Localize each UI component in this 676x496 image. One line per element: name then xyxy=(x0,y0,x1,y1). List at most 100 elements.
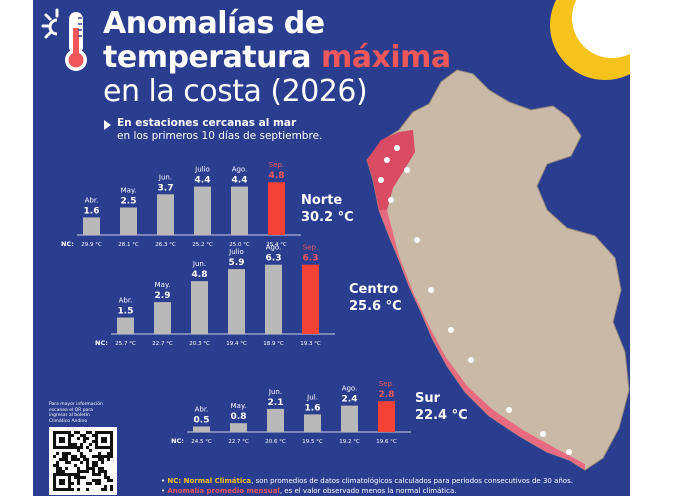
footnote-anomaly-text: , es el valor observado menos la normal … xyxy=(279,487,457,495)
infographic-panel: Anomalías de temperatura máxima en la co… xyxy=(33,0,630,496)
bar-norte-3 xyxy=(194,186,211,235)
title-word-temperatura: temperatura xyxy=(103,40,312,75)
bar-sur-0 xyxy=(193,426,210,432)
nc-value: 25.0 °C xyxy=(229,242,250,248)
value-label: 2.9 xyxy=(155,291,171,301)
bar-norte-1 xyxy=(120,207,137,235)
subtitle-bold: En estaciones cercanas al mar xyxy=(117,117,297,129)
value-label: 6.3 xyxy=(266,254,282,264)
nc-value: 25.4 °C xyxy=(266,242,287,248)
title-line-2: temperatura máxima xyxy=(103,42,451,74)
nc-value: 26.3 °C xyxy=(155,242,176,248)
nc-value: 19.2 °C xyxy=(339,439,360,445)
bar-sur-1 xyxy=(230,423,247,432)
category-label: Ago. xyxy=(342,385,358,393)
value-label: 2.4 xyxy=(342,395,358,405)
value-label: 1.6 xyxy=(84,206,100,216)
bar-norte-2 xyxy=(157,194,174,235)
category-label: Jun. xyxy=(158,173,172,181)
footnote: • NC: Normal Climática, son promedios de… xyxy=(161,477,573,495)
category-label: Ago. xyxy=(266,244,282,252)
value-label: 4.8 xyxy=(192,270,208,280)
category-label: Abr. xyxy=(195,406,209,414)
bar-sur-2 xyxy=(267,408,284,432)
value-label: 4.8 xyxy=(269,171,285,181)
value-label: 6.3 xyxy=(303,254,319,264)
category-label: Abr. xyxy=(85,196,99,204)
category-label: Julio xyxy=(228,248,244,256)
bar-sur-5 xyxy=(378,401,395,432)
nc-value: 20.3 °C xyxy=(189,341,210,347)
nc-value: 19.4 °C xyxy=(226,341,247,347)
category-label: Jul. xyxy=(306,393,318,401)
bar-centro-4 xyxy=(265,264,282,334)
category-label: Abr. xyxy=(119,297,133,305)
footnote-anomaly-term: Anomalía promedio mensual xyxy=(167,487,280,495)
title-line-3: en la costa (2026) xyxy=(103,74,368,109)
nc-value: 22.7 °C xyxy=(228,439,249,445)
region-name-centro: Centro xyxy=(349,282,399,297)
category-label: Sep. xyxy=(379,380,394,388)
value-label: 3.7 xyxy=(158,183,174,193)
bar-norte-5 xyxy=(268,182,285,235)
nc-value: 20.6 °C xyxy=(265,439,286,445)
bar-centro-3 xyxy=(228,269,245,334)
title-line-1: Anomalías de xyxy=(103,6,325,41)
peru-coast-north xyxy=(367,130,415,210)
bar-centro-1 xyxy=(154,302,171,334)
bar-sur-4 xyxy=(341,405,358,432)
region-name-sur: Sur xyxy=(415,391,441,406)
category-label: May. xyxy=(155,281,171,289)
nc-value: 25.2 °C xyxy=(192,242,213,248)
nc-label: NC: xyxy=(61,240,74,248)
category-label: May. xyxy=(231,402,247,410)
bar-centro-0 xyxy=(117,317,134,334)
nc-value: 22.7 °C xyxy=(152,341,173,347)
value-label: 2.1 xyxy=(268,398,284,408)
value-label: 1.6 xyxy=(305,403,321,413)
region-temp-centro: 25.6 °C xyxy=(349,299,402,314)
category-label: Jun. xyxy=(268,388,282,396)
nc-value: 28.1 °C xyxy=(118,242,139,248)
category-label: Sep. xyxy=(303,244,318,252)
value-label: 4.4 xyxy=(232,176,248,186)
peru-map xyxy=(366,69,630,471)
category-label: Julio xyxy=(194,166,210,174)
peru-land xyxy=(366,69,630,471)
category-label: Sep. xyxy=(269,161,284,169)
nc-label: NC: xyxy=(171,437,184,445)
nc-label: NC: xyxy=(95,339,108,347)
value-label: 0.8 xyxy=(231,412,247,422)
value-label: 2.5 xyxy=(121,197,137,207)
category-label: Jun. xyxy=(192,260,206,268)
nc-value: 25.7 °C xyxy=(115,341,136,347)
title-word-maxima: máxima xyxy=(321,40,451,75)
value-label: 2.8 xyxy=(379,390,395,400)
footnote-nc-text: , son promedios de datos climatológicos … xyxy=(251,477,573,485)
footnote-nc-term: NC: Normal Climática xyxy=(167,477,252,485)
charts-layer: NC: 1.6 Abr. 29.9 °C 2.5 May. 28.1 °C 3.7 Jun. 26… xyxy=(61,161,411,445)
nc-value: 19.5 °C xyxy=(302,439,323,445)
value-label: 4.4 xyxy=(195,176,211,186)
qr-code[interactable] xyxy=(49,427,117,495)
nc-value: 19.3 °C xyxy=(300,341,321,347)
nc-value: 19.6 °C xyxy=(376,439,397,445)
qr-note: Para mayor información escanea el QR par… xyxy=(49,402,103,424)
bar-centro-2 xyxy=(191,281,208,334)
category-label: Ago. xyxy=(232,166,248,174)
region-name-norte: Norte xyxy=(301,193,343,208)
value-label: 5.9 xyxy=(229,258,245,268)
arrow-icon xyxy=(104,120,111,130)
region-temp-norte: 30.2 °C xyxy=(301,210,354,225)
region-temp-sur: 22.4 °C xyxy=(415,408,468,423)
nc-value: 29.9 °C xyxy=(81,242,102,248)
category-label: May. xyxy=(121,187,137,195)
subtitle: En estaciones cercanas al mar en los pri… xyxy=(117,117,322,143)
value-label: 1.5 xyxy=(118,307,134,317)
bar-norte-4 xyxy=(231,186,248,235)
subtitle-normal: en los primeros 10 días de septiembre. xyxy=(117,130,323,142)
thermometer-sun-icon xyxy=(41,8,87,71)
bar-centro-5 xyxy=(302,264,319,334)
bar-sur-3 xyxy=(304,414,321,432)
nc-value: 24.5 °C xyxy=(191,439,212,445)
